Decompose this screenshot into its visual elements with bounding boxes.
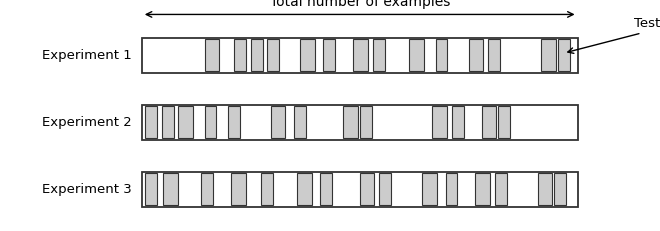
Bar bbox=[541, 39, 556, 72]
Bar bbox=[201, 173, 213, 206]
Bar bbox=[323, 39, 335, 72]
Bar bbox=[422, 173, 437, 206]
Bar bbox=[271, 106, 285, 139]
Bar bbox=[234, 39, 246, 72]
Bar bbox=[488, 39, 500, 72]
Bar bbox=[261, 173, 273, 206]
Bar bbox=[294, 106, 306, 139]
Bar bbox=[145, 173, 157, 206]
Bar bbox=[228, 106, 240, 139]
Text: Test example: Test example bbox=[568, 17, 660, 53]
Bar bbox=[482, 106, 496, 139]
Bar bbox=[409, 39, 424, 72]
Bar bbox=[178, 106, 193, 139]
Bar bbox=[498, 106, 510, 139]
Bar bbox=[297, 173, 312, 206]
Text: Experiment 1: Experiment 1 bbox=[42, 49, 132, 62]
Bar bbox=[360, 173, 374, 206]
Bar bbox=[495, 173, 507, 206]
Bar bbox=[267, 39, 279, 72]
Text: Experiment 3: Experiment 3 bbox=[42, 183, 132, 196]
Bar bbox=[320, 173, 332, 206]
Text: Total number of examples: Total number of examples bbox=[269, 0, 450, 9]
Bar bbox=[373, 39, 385, 72]
Bar bbox=[205, 106, 216, 139]
Bar bbox=[231, 173, 246, 206]
Bar bbox=[343, 106, 358, 139]
Bar bbox=[446, 173, 457, 206]
Bar bbox=[142, 171, 578, 207]
Bar bbox=[538, 173, 552, 206]
Bar bbox=[142, 37, 578, 73]
Text: Experiment 2: Experiment 2 bbox=[42, 116, 132, 129]
Bar bbox=[163, 173, 178, 206]
Bar bbox=[558, 39, 570, 72]
Bar bbox=[360, 106, 372, 139]
Bar bbox=[469, 39, 483, 72]
Bar bbox=[452, 106, 464, 139]
Bar bbox=[475, 173, 490, 206]
Bar bbox=[554, 173, 566, 206]
Bar bbox=[436, 39, 447, 72]
Bar bbox=[432, 106, 447, 139]
Bar bbox=[145, 106, 157, 139]
Bar bbox=[205, 39, 219, 72]
Bar bbox=[142, 104, 578, 140]
Bar bbox=[379, 173, 391, 206]
Bar bbox=[162, 106, 174, 139]
Bar bbox=[300, 39, 315, 72]
Bar bbox=[353, 39, 368, 72]
Bar bbox=[251, 39, 263, 72]
